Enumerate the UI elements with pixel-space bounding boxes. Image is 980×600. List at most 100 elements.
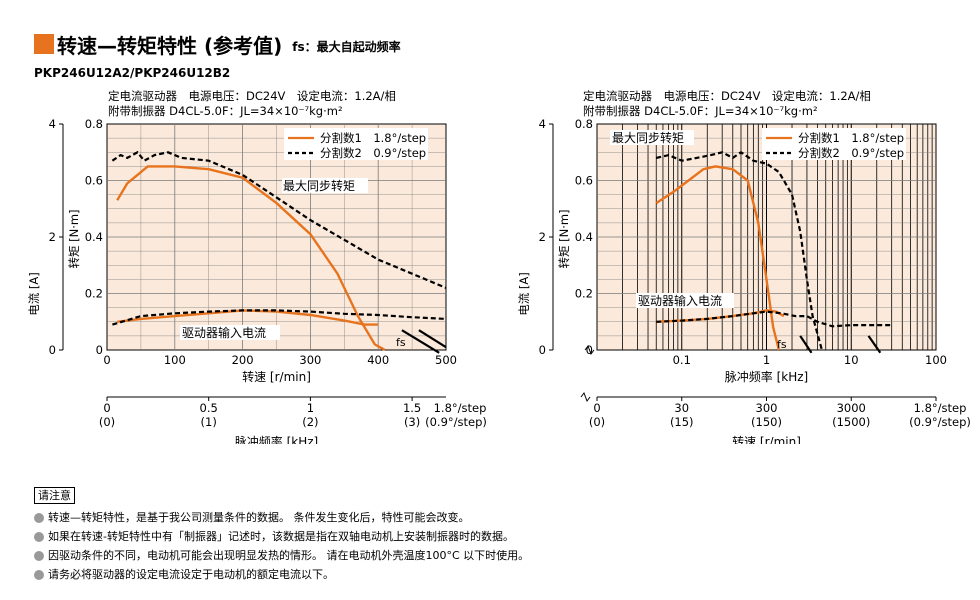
annotation-driver-current: 驱动器输入电流 [182,325,266,340]
current-tick-label: 2 [49,230,56,244]
y-tick-label: 0.4 [85,230,103,244]
page-title: 转速—转矩特性 (参考值) [57,33,283,58]
note-item: 转速—转矩特性，是基于我公司测量条件的数据。 条件发生变化后，特性可能会改变。 [34,508,529,527]
y-tick-label: 0.4 [575,230,593,244]
annotation-bg [636,293,734,308]
secondary-tick-top: 1.5 [403,401,421,415]
y-tick-label: 0.2 [85,287,103,301]
y-tick-label: 0.6 [575,174,593,188]
secondary-tick-top: 30 [674,401,689,415]
x-tick-label: 10 [844,353,859,367]
annotation-bg [610,130,694,145]
legend-label: 分割数2 0.9°/step [798,146,904,160]
annotation-bg [180,325,280,340]
y-tick-label: 0.8 [85,117,103,131]
y-axis-label: 转矩 [N·m] [67,209,81,268]
current-axis-label: 电流 [A] [517,272,531,316]
current-tick-label: 0 [49,343,56,357]
x-tick-label: 0.1 [673,353,691,367]
current-tick-label: 0 [539,343,546,357]
secondary-tick-top: 1 [307,401,314,415]
y-tick-label: 0.8 [575,117,593,131]
secondary-tick-bottom: (1500) [832,415,870,429]
axis-break-icon [580,391,591,403]
current-axis-label: 电流 [A] [27,272,41,316]
series-line-1 [111,150,447,289]
axis-break-icon [584,344,595,356]
y-tick-label: 0.2 [575,287,593,301]
y-axis-label: 转矩 [N·m] [557,209,571,268]
secondary-tick-top: 3000 [837,401,866,415]
legend-box [284,128,428,160]
series-line-4 [799,335,813,354]
secondary-tick-top: 0 [593,401,600,415]
secondary-axis-label: 脉冲频率 [kHz] [235,434,318,444]
secondary-tick-bottom: (0.9°/step) [909,415,971,429]
secondary-tick-bottom: (0) [589,415,605,429]
series-line-3 [656,310,892,328]
note-item: 因驱动条件的不同，电动机可能会出现明显发热的情形。 请在电动机外壳温度100°C… [34,546,529,565]
x-tick-label: 100 [164,353,186,367]
series-line-1 [655,150,823,351]
secondary-tick-bottom: (3) [404,415,420,429]
annotation-max-torque: 最大同步转矩 [283,178,355,193]
y-tick-label: 0 [96,343,103,357]
chart-header: 转速—转矩特性 (参考值) fs：最大自起动频率 [34,30,401,58]
y-tick-label: 0.6 [85,174,103,188]
current-tick-label: 2 [539,230,546,244]
secondary-unit-bottom: (0.9°/step) [425,415,487,429]
x-axis-label: 转速 [r/min] [242,369,311,384]
secondary-tick-bottom: (150) [751,415,782,429]
secondary-tick-bottom: (1) [201,415,217,429]
x-tick-label: 0 [103,353,110,367]
notes-section: 请注意 转速—转矩特性，是基于我公司测量条件的数据。 条件发生变化后，特性可能会… [34,484,529,584]
legend-label: 分割数1 1.8°/step [320,131,426,145]
secondary-tick-top: 0 [103,401,110,415]
legend-label: 分割数1 1.8°/step [798,131,904,145]
annotation-max-torque: 最大同步转矩 [612,130,684,145]
model-number: PKP246U12A2/PKP246U12B2 [34,66,231,80]
condition-line-2: 附带制振器 D4CL-5.0F：JL=34×10⁻⁷kg·m² [583,104,818,118]
secondary-tick-top: 1.8°/step [914,401,967,415]
series-line-0 [655,165,781,351]
secondary-unit-top: 1.8°/step [434,401,487,415]
condition-line-2: 附带制振器 D4CL-5.0F：JL=34×10⁻⁷kg·m² [108,104,343,118]
note-item: 如果在转速-转矩特性中有「制振器」记述时，该数据是指在双轴电动机上安装制振器时的… [34,527,529,546]
annotation-driver-current: 驱动器输入电流 [638,293,722,308]
series-line-5 [418,329,447,349]
series-line-2 [656,309,785,323]
bullet-icon [34,550,44,561]
condition-line-1: 定电流驱动器 电源电压：DC24V 设定电流：1.2A/相 [108,89,396,103]
secondary-tick-top: 300 [756,401,778,415]
notes-title: 请注意 [34,487,75,504]
bullet-icon [34,512,44,523]
x-axis-label: 脉冲频率 [kHz] [725,369,808,384]
x-tick-label: 400 [367,353,389,367]
series-line-0 [116,165,386,352]
series-line-3 [112,309,447,326]
secondary-tick-bottom: (2) [302,415,318,429]
accent-square-icon [34,34,54,54]
secondary-tick-top: 0.5 [200,401,218,415]
series-line-5 [867,335,882,354]
legend-box [762,128,906,160]
page-subtitle: fs：最大自起动频率 [292,39,401,54]
secondary-axis-label: 转速 [r/min] [732,434,801,444]
x-tick-label: 500 [435,353,457,367]
current-tick-label: 4 [49,117,56,131]
x-tick-label: 300 [299,353,321,367]
x-tick-label: 100 [925,353,947,367]
condition-line-1: 定电流驱动器 电源电压：DC24V 设定电流：1.2A/相 [583,89,871,103]
legend-label: 分割数2 0.9°/step [320,146,426,160]
secondary-tick-bottom: (0) [99,415,115,429]
current-tick-label: 4 [539,117,546,131]
notes-list: 转速—转矩特性，是基于我公司测量条件的数据。 条件发生变化后，特性可能会改变。 … [34,508,529,584]
secondary-tick-bottom: (15) [670,415,694,429]
annotation-fs: fs [396,336,406,349]
bullet-icon [34,531,44,542]
annotation-bg [282,178,368,193]
note-item: 请务必将驱动器的设定电流设定于电动机的额定电流以下。 [34,565,529,584]
series-line-4 [401,329,440,354]
